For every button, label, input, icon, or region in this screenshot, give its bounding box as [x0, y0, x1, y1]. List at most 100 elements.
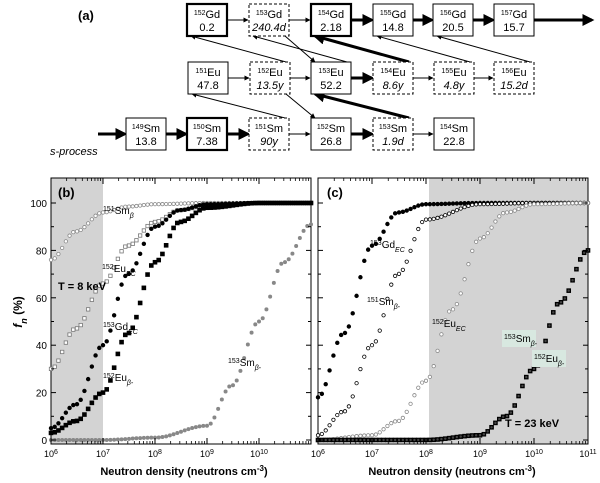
process-label: s-process	[50, 146, 98, 158]
data-point	[152, 219, 158, 225]
data-point	[241, 201, 247, 207]
data-point	[489, 225, 494, 230]
data-point	[531, 202, 537, 207]
data-point	[115, 437, 120, 442]
data-point	[412, 204, 417, 210]
data-point	[374, 438, 378, 442]
data-point	[400, 415, 405, 420]
data-point	[186, 216, 191, 222]
nuclide-value: 240.4d	[251, 22, 287, 34]
data-point	[267, 200, 273, 206]
data-point	[86, 221, 91, 226]
data-point	[497, 214, 502, 219]
data-point	[74, 401, 80, 407]
curve-label-sm151: 151Smβ	[103, 206, 134, 220]
data-point	[427, 374, 432, 379]
data-point	[558, 201, 564, 206]
data-point	[567, 289, 570, 292]
data-point	[504, 210, 510, 215]
y-tick-label: 20	[36, 389, 48, 400]
data-point	[74, 418, 80, 424]
data-point	[123, 437, 128, 442]
nuclide-symbol: 151Eu	[195, 67, 220, 79]
data-point	[82, 316, 87, 321]
data-point	[152, 224, 158, 229]
data-point	[443, 318, 448, 323]
data-point	[286, 257, 291, 262]
data-point	[123, 273, 128, 279]
data-point	[301, 228, 306, 233]
data-point	[193, 204, 199, 209]
data-point	[454, 301, 459, 307]
nuclide-symbol: 155Eu	[441, 67, 466, 79]
data-point	[392, 211, 398, 216]
curve-label-sm153: 153Smβ-	[228, 358, 262, 372]
data-point	[555, 303, 559, 306]
nuclide-symbol: 149Sm	[132, 123, 160, 135]
data-point	[138, 436, 143, 441]
data-point	[513, 404, 516, 407]
data-point	[160, 251, 165, 257]
nuclide-value: 2.18	[320, 22, 341, 34]
decay-arrow	[312, 90, 410, 120]
data-point	[381, 229, 386, 234]
data-point	[164, 201, 169, 207]
data-point	[56, 437, 61, 442]
data-point	[115, 351, 121, 357]
data-point	[52, 364, 57, 369]
data-point	[152, 259, 158, 265]
data-point	[141, 202, 146, 208]
data-point	[212, 415, 217, 420]
x-axis-title-b: Neutron density (neutrons cm-3)	[100, 464, 268, 479]
data-point	[478, 434, 482, 437]
data-point	[119, 437, 124, 442]
data-point	[477, 236, 483, 241]
data-point	[171, 432, 176, 437]
data-point	[493, 219, 498, 224]
data-point	[369, 243, 375, 248]
data-point	[446, 201, 452, 206]
nuclide-value: 13.8	[135, 136, 156, 148]
data-point	[358, 367, 363, 372]
data-point	[551, 201, 556, 206]
data-point	[256, 319, 261, 324]
data-point	[82, 225, 87, 230]
y-tick-label: 60	[36, 294, 48, 305]
decay-arrow	[376, 34, 471, 63]
data-point	[264, 307, 269, 312]
axis-ticks-b: 0 20 40 60 80 100 106 107 108 109 1010	[30, 178, 312, 459]
data-point	[385, 221, 390, 227]
data-point	[85, 376, 91, 382]
nuclide-symbol: 156Eu	[501, 67, 526, 79]
data-point	[350, 311, 355, 316]
data-point	[115, 256, 120, 261]
data-point	[119, 205, 124, 210]
data-point	[350, 394, 355, 399]
data-point	[137, 251, 143, 257]
data-point	[223, 389, 228, 394]
data-point	[167, 433, 172, 438]
data-point	[71, 230, 76, 235]
data-point	[108, 273, 113, 278]
data-point	[204, 205, 210, 211]
data-point	[423, 217, 429, 222]
data-point	[59, 425, 65, 431]
y-axis-title: fn (%)	[11, 296, 29, 328]
series-3	[48, 200, 314, 436]
nuclide-value: 4.8y	[444, 80, 466, 92]
data-point	[152, 202, 158, 207]
data-point	[439, 214, 444, 219]
data-point	[130, 325, 136, 331]
data-point	[115, 206, 120, 211]
data-point	[190, 426, 195, 431]
data-point	[141, 285, 147, 291]
nuclide-symbol: 152Eu	[257, 67, 282, 79]
data-point	[93, 353, 98, 358]
data-point	[390, 438, 393, 442]
data-point	[524, 203, 529, 208]
data-point	[443, 201, 448, 207]
nuclide-value: 0.2	[199, 22, 214, 34]
